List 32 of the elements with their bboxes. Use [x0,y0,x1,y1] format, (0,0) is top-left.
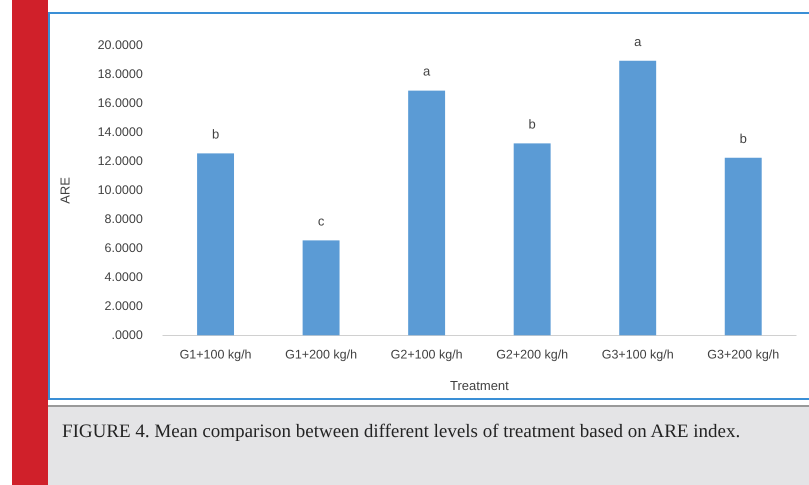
annotation: b [212,126,220,142]
y-tick-label: 4.0000 [104,270,143,284]
x-tick-label: G1+200 kg/h [285,347,358,362]
x-tick-label: G3+100 kg/h [602,347,674,362]
y-axis-title: ARE [57,176,72,204]
annotation: b [528,116,536,132]
caption: FIGURE 4. Mean comparison between different levels of treatment based on ARE index. [48,405,809,485]
y-tick-label: 14.0000 [98,124,143,139]
x-tick-label: G1+100 kg/h [180,347,252,362]
x-tick-label: G3+200 kg/h [707,347,780,362]
bar [302,240,340,336]
x-tick-label: G2+100 kg/h [390,347,463,362]
y-tick-label: 6.0000 [104,240,143,255]
annotation: c [318,213,325,228]
bar [514,143,551,336]
y-tick-label: 2.0000 [104,298,143,313]
annotation: a [423,64,432,79]
x-tick-label: G2+200 kg/h [496,347,568,362]
bar [197,153,234,336]
annotation: a [634,34,642,49]
y-tick-label: 20.0000 [98,38,143,52]
bar [619,60,656,336]
y-tick-label: 16.0000 [98,96,143,110]
annotation: b [740,130,747,146]
x-axis-title: Treatment [450,378,510,393]
bar [724,158,762,336]
bar [408,90,446,336]
y-tick-label: 10.0000 [98,182,143,197]
y-tick-label: 18.0000 [98,66,143,81]
y-tick-label: 8.0000 [104,212,143,226]
y-tick-label: 12.0000 [98,154,143,168]
y-tick-label: .0000 [112,328,143,342]
